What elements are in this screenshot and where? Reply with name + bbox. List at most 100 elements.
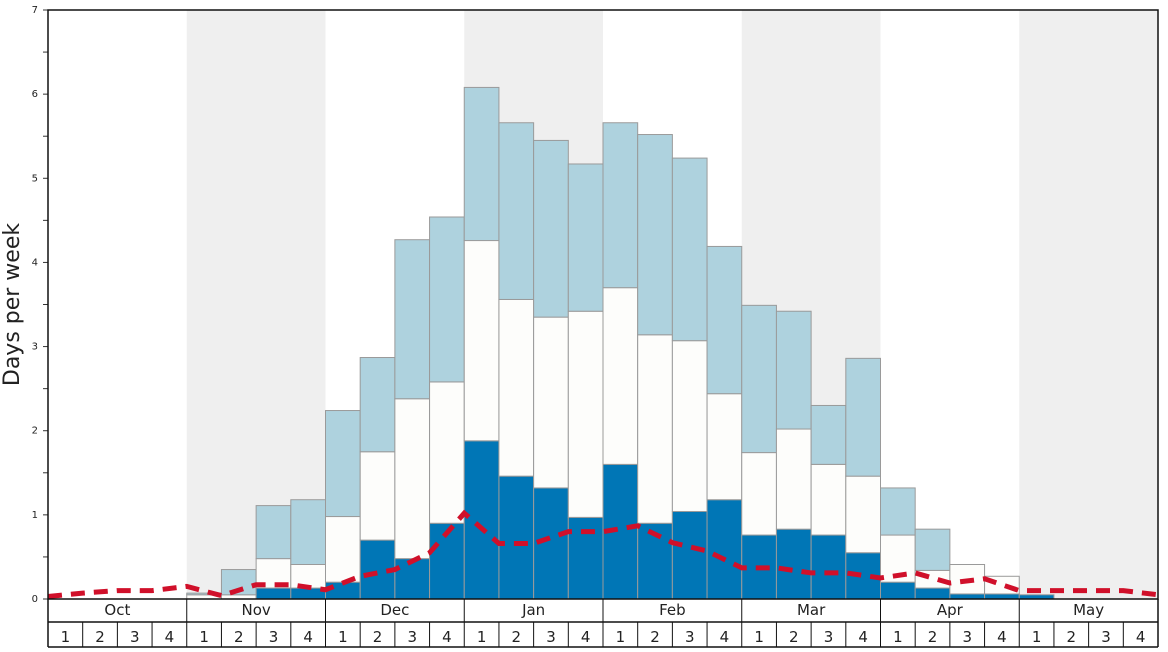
bar-segment-middle bbox=[394, 398, 431, 560]
bar-segment-light bbox=[429, 216, 465, 383]
bar-segment-middle bbox=[706, 393, 743, 501]
y-axis-label: Days per week bbox=[0, 223, 25, 386]
week-label: 3 bbox=[685, 628, 695, 646]
week-label: 1 bbox=[893, 628, 903, 646]
bar-segment-dark bbox=[463, 440, 500, 600]
week-label: 3 bbox=[546, 628, 556, 646]
bar-segment-middle bbox=[533, 316, 569, 489]
week-label: 3 bbox=[269, 628, 279, 646]
week-label: 4 bbox=[858, 628, 868, 646]
bar-segment-dark bbox=[949, 593, 986, 600]
week-label: 2 bbox=[1067, 628, 1077, 646]
bar-segment-middle bbox=[359, 451, 396, 541]
bar-segment-dark bbox=[394, 558, 431, 600]
month-label-dec: Dec bbox=[380, 601, 409, 619]
y-tick-label: 2 bbox=[32, 426, 38, 437]
bar-segment-middle bbox=[602, 287, 639, 465]
bar-segment-middle bbox=[845, 475, 881, 554]
bar-segment-middle bbox=[429, 381, 465, 524]
bar-segment-light bbox=[498, 122, 535, 300]
month-label-nov: Nov bbox=[241, 601, 270, 619]
bar-segment-dark bbox=[498, 475, 535, 600]
bar-segment-light bbox=[394, 239, 431, 400]
week-label: 3 bbox=[1101, 628, 1111, 646]
bar-segment-dark bbox=[255, 587, 292, 600]
week-label: 4 bbox=[997, 628, 1007, 646]
week-label: 4 bbox=[581, 628, 591, 646]
bar-segment-middle bbox=[810, 463, 847, 536]
week-label: 4 bbox=[303, 628, 313, 646]
bar-segment-dark bbox=[775, 528, 812, 600]
month-label-mar: Mar bbox=[797, 601, 826, 619]
week-label: 1 bbox=[338, 628, 348, 646]
week-label: 2 bbox=[95, 628, 105, 646]
week-label: 1 bbox=[61, 628, 71, 646]
bar-segment-light bbox=[359, 357, 396, 453]
month-label-may: May bbox=[1073, 601, 1104, 619]
bar-segment-light bbox=[775, 310, 812, 430]
y-tick-label: 6 bbox=[32, 89, 38, 100]
bar-segment-light bbox=[325, 410, 361, 518]
bar-segment-light bbox=[810, 404, 847, 465]
week-label: 4 bbox=[165, 628, 175, 646]
bar-segment-light bbox=[290, 499, 326, 566]
week-label: 1 bbox=[199, 628, 209, 646]
bar-segment-dark bbox=[914, 587, 951, 600]
week-label: 1 bbox=[616, 628, 626, 646]
y-tick-label: 3 bbox=[32, 342, 38, 353]
bar-segment-middle bbox=[290, 564, 326, 589]
week-label: 3 bbox=[130, 628, 140, 646]
week-label: 4 bbox=[442, 628, 452, 646]
week-label: 1 bbox=[754, 628, 764, 646]
week-label: 2 bbox=[373, 628, 383, 646]
bar-segment-dark bbox=[706, 499, 743, 600]
bar-segment-light bbox=[706, 245, 743, 395]
bar-segment-dark bbox=[637, 522, 673, 600]
week-label: 2 bbox=[512, 628, 522, 646]
y-tick-label: 0 bbox=[32, 594, 38, 605]
week-label: 1 bbox=[1032, 628, 1042, 646]
y-tick-label: 1 bbox=[32, 510, 38, 521]
week-label: 4 bbox=[720, 628, 730, 646]
bar-segment-middle bbox=[463, 240, 500, 442]
bar-segment-dark bbox=[671, 510, 708, 600]
bar-segment-light bbox=[533, 139, 569, 318]
y-tick-label: 7 bbox=[32, 5, 38, 16]
bar-segment-light bbox=[255, 505, 292, 560]
bar-segment-middle bbox=[741, 452, 777, 536]
bar-segment-dark bbox=[880, 581, 916, 600]
bar-segment-middle bbox=[325, 516, 361, 583]
bar-segment-middle bbox=[775, 428, 812, 530]
week-label: 2 bbox=[789, 628, 799, 646]
week-label: 3 bbox=[824, 628, 834, 646]
bar-segment-light bbox=[463, 86, 500, 242]
bar-segment-light bbox=[671, 157, 708, 342]
bar-segment-dark bbox=[984, 593, 1020, 600]
month-label-oct: Oct bbox=[104, 601, 130, 619]
y-tick-label: 4 bbox=[32, 257, 38, 268]
month-shade-may bbox=[1019, 10, 1158, 599]
y-tick-label: 5 bbox=[32, 173, 38, 184]
bar-segment-dark bbox=[810, 534, 847, 600]
bar-segment-light bbox=[880, 487, 916, 536]
month-label-apr: Apr bbox=[937, 601, 964, 619]
bar-segment-light bbox=[567, 163, 604, 312]
week-label: 3 bbox=[407, 628, 417, 646]
trend-line bbox=[47, 509, 1159, 599]
bar-segment-middle bbox=[567, 310, 604, 518]
bar-segment-middle bbox=[637, 334, 673, 524]
bar-segment-middle bbox=[498, 298, 535, 477]
week-label: 1 bbox=[477, 628, 487, 646]
week-label: 2 bbox=[928, 628, 938, 646]
bar-segment-light bbox=[602, 122, 639, 289]
bar-segment-light bbox=[637, 134, 673, 336]
week-label: 2 bbox=[234, 628, 244, 646]
month-label-feb: Feb bbox=[659, 601, 686, 619]
week-label: 2 bbox=[650, 628, 660, 646]
week-label: 3 bbox=[962, 628, 972, 646]
bar-segment-light bbox=[845, 357, 881, 477]
bar-segment-light bbox=[741, 304, 777, 454]
month-label-jan: Jan bbox=[521, 601, 545, 619]
